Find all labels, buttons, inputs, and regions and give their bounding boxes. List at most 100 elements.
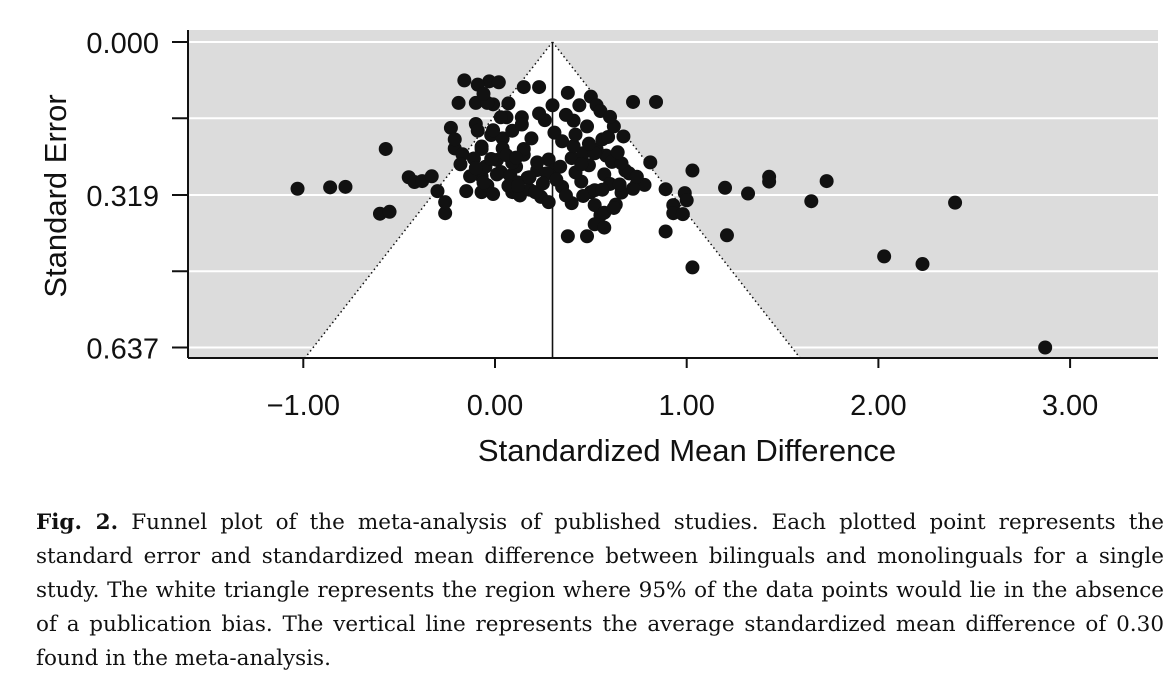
data-point	[612, 177, 627, 192]
data-point	[553, 159, 568, 174]
data-point	[649, 94, 664, 109]
data-point	[470, 123, 485, 138]
data-point	[524, 131, 539, 146]
data-point	[541, 152, 556, 167]
y-axis-label: Standard Error	[38, 94, 73, 297]
data-point	[451, 95, 466, 110]
data-point	[438, 195, 453, 210]
data-point	[532, 106, 547, 121]
data-point	[323, 180, 338, 195]
data-point	[501, 96, 516, 111]
x-tick-label: −1.00	[267, 390, 340, 422]
data-point	[580, 229, 595, 244]
data-point	[509, 150, 524, 165]
data-point	[424, 169, 439, 184]
data-point	[603, 109, 618, 124]
data-points	[290, 73, 1053, 355]
data-point	[576, 188, 591, 203]
data-point	[679, 193, 694, 208]
data-point	[555, 134, 570, 149]
data-point	[658, 224, 673, 239]
x-ticks: −1.00 0.00 1.00 2.00 3.00	[267, 358, 1098, 422]
y-tick-label: 0.637	[86, 334, 159, 366]
data-point	[616, 129, 631, 144]
data-point	[1038, 340, 1053, 355]
data-point	[560, 229, 575, 244]
data-point	[290, 181, 305, 196]
data-point	[522, 170, 537, 185]
data-point	[516, 80, 531, 95]
data-point	[915, 257, 930, 272]
data-point	[476, 86, 491, 101]
x-axis-label: Standardized Mean Difference	[478, 433, 896, 468]
x-tick-label: 2.00	[850, 390, 906, 422]
data-point	[491, 75, 506, 90]
data-point	[741, 186, 756, 201]
figure-label: Fig. 2.	[36, 510, 119, 535]
data-point	[558, 107, 573, 122]
x-tick-label: 3.00	[1042, 390, 1098, 422]
data-point	[685, 260, 700, 275]
data-point	[877, 249, 892, 264]
data-point	[535, 176, 550, 191]
data-point	[378, 141, 393, 156]
y-tick-label: 0.000	[86, 28, 159, 60]
data-point	[568, 127, 583, 142]
data-point	[675, 207, 690, 222]
data-point	[532, 80, 547, 95]
data-point	[549, 172, 564, 187]
data-point	[453, 157, 468, 172]
data-point	[643, 155, 658, 170]
data-point	[501, 178, 516, 193]
data-point	[560, 85, 575, 100]
data-point	[486, 123, 501, 138]
data-point	[581, 136, 596, 151]
data-point	[476, 175, 491, 190]
x-tick-label: 1.00	[658, 390, 714, 422]
data-point	[626, 94, 641, 109]
data-point	[597, 220, 612, 235]
data-point	[459, 184, 474, 199]
data-point	[511, 178, 526, 193]
data-point	[338, 179, 353, 194]
data-point	[438, 206, 453, 221]
data-point	[610, 145, 625, 160]
data-point	[443, 120, 458, 135]
data-point	[558, 188, 573, 203]
data-point	[719, 228, 734, 243]
data-point	[685, 163, 700, 178]
data-point	[514, 117, 529, 132]
data-point	[468, 161, 483, 176]
x-tick-label: 0.00	[467, 390, 523, 422]
data-point	[819, 174, 834, 189]
funnel-plot: −1.00 0.00 1.00 2.00 3.00 0.000 0.319 0.637 St…	[38, 28, 1158, 468]
data-point	[474, 141, 489, 156]
data-point	[580, 119, 595, 134]
data-point	[658, 182, 673, 197]
data-point	[430, 184, 445, 199]
data-point	[493, 110, 508, 125]
data-point	[572, 98, 587, 113]
data-point	[566, 139, 581, 154]
data-point	[457, 73, 472, 88]
y-ticks: 0.000 0.319 0.637	[86, 28, 188, 366]
data-point	[804, 194, 819, 209]
data-point	[574, 157, 589, 172]
data-point	[601, 129, 616, 144]
data-point	[545, 98, 560, 113]
figure-caption: Fig. 2. Funnel plot of the meta-analysis…	[36, 506, 1164, 676]
data-point	[762, 174, 777, 189]
data-point	[541, 195, 556, 210]
data-point	[486, 187, 501, 202]
data-point	[595, 182, 610, 197]
caption-text: Funnel plot of the meta-analysis of publ…	[36, 510, 1164, 671]
data-point	[606, 200, 621, 215]
data-point	[447, 132, 462, 147]
data-point	[489, 167, 504, 182]
y-tick-label: 0.319	[86, 181, 159, 213]
data-point	[614, 156, 629, 171]
data-point	[718, 180, 733, 195]
data-point	[629, 169, 644, 184]
data-point	[382, 204, 397, 219]
data-point	[484, 152, 499, 167]
